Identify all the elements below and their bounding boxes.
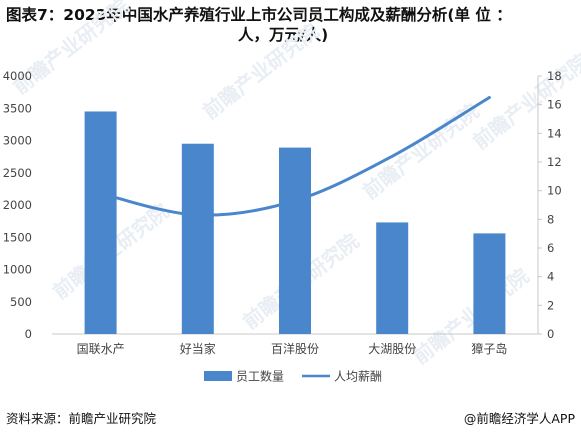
left-tick-label: 4000 <box>3 69 32 83</box>
line-series-avg-salary <box>99 96 491 217</box>
bar-大湖股份 <box>376 222 409 334</box>
left-tick-label: 0 <box>25 327 32 341</box>
x-tick-label: 大湖股份 <box>368 341 416 356</box>
bar-series-staff-count <box>84 111 506 334</box>
left-tick-label: 3500 <box>3 101 32 115</box>
right-tick-label: 16 <box>547 98 562 112</box>
left-tick-label: 3000 <box>3 134 32 148</box>
right-tick-label: 8 <box>547 212 554 226</box>
right-tick-label: 12 <box>547 155 562 169</box>
watermark-text: 前瞻产业研究院 <box>198 19 323 124</box>
legend-bar-label: 员工数量 <box>236 369 284 384</box>
bar-好当家 <box>181 143 214 334</box>
left-tick-label: 1500 <box>3 230 32 244</box>
x-axis-labels: 国联水产 好当家 百洋股份 大湖股份 獐子岛 <box>77 341 508 356</box>
left-y-axis: 0 500 1000 1500 2000 2500 3000 3500 4000 <box>3 69 538 341</box>
right-tick-label: 6 <box>547 241 554 255</box>
bar-百洋股份 <box>279 147 311 334</box>
chart-title: 图表7：2023年中国水产养殖行业上市公司员工构成及薪酬分析(单 位 ： 人，万… <box>6 5 574 45</box>
right-tick-label: 4 <box>547 270 554 284</box>
bar-獐子岛 <box>473 233 506 334</box>
watermark-text: 前瞻产业研究院 <box>8 0 133 99</box>
brand-credit: @前瞻经济学人APP <box>463 411 575 426</box>
source-note: 资料来源：前瞻产业研究院 <box>6 411 157 426</box>
right-tick-label: 2 <box>547 298 554 312</box>
x-tick-label: 好当家 <box>180 341 216 356</box>
right-tick-label: 18 <box>547 69 562 83</box>
left-tick-label: 500 <box>10 295 32 309</box>
title-line-1: 图表7：2023年中国水产养殖行业上市公司员工构成及薪酬分析(单 位 ： <box>6 6 512 24</box>
right-tick-label: 0 <box>547 327 554 341</box>
right-tick-label: 14 <box>547 126 562 140</box>
x-tick-label: 百洋股份 <box>271 341 319 356</box>
left-tick-label: 2500 <box>3 166 32 180</box>
x-tick-label: 獐子岛 <box>471 341 507 356</box>
legend-line-label: 人均薪酬 <box>334 370 382 384</box>
left-tick-label: 1000 <box>3 263 32 277</box>
x-tick-label: 国联水产 <box>77 342 125 356</box>
legend-bar-swatch <box>204 371 232 381</box>
right-y-axis: 0 2 4 6 8 10 12 14 16 18 <box>537 69 562 341</box>
title-line-2: 人，万元/人) <box>238 26 329 44</box>
left-tick-label: 2000 <box>3 198 32 212</box>
right-tick-label: 10 <box>547 184 562 198</box>
legend: 员工数量 人均薪酬 <box>204 369 382 384</box>
bar-国联水产 <box>84 111 117 334</box>
